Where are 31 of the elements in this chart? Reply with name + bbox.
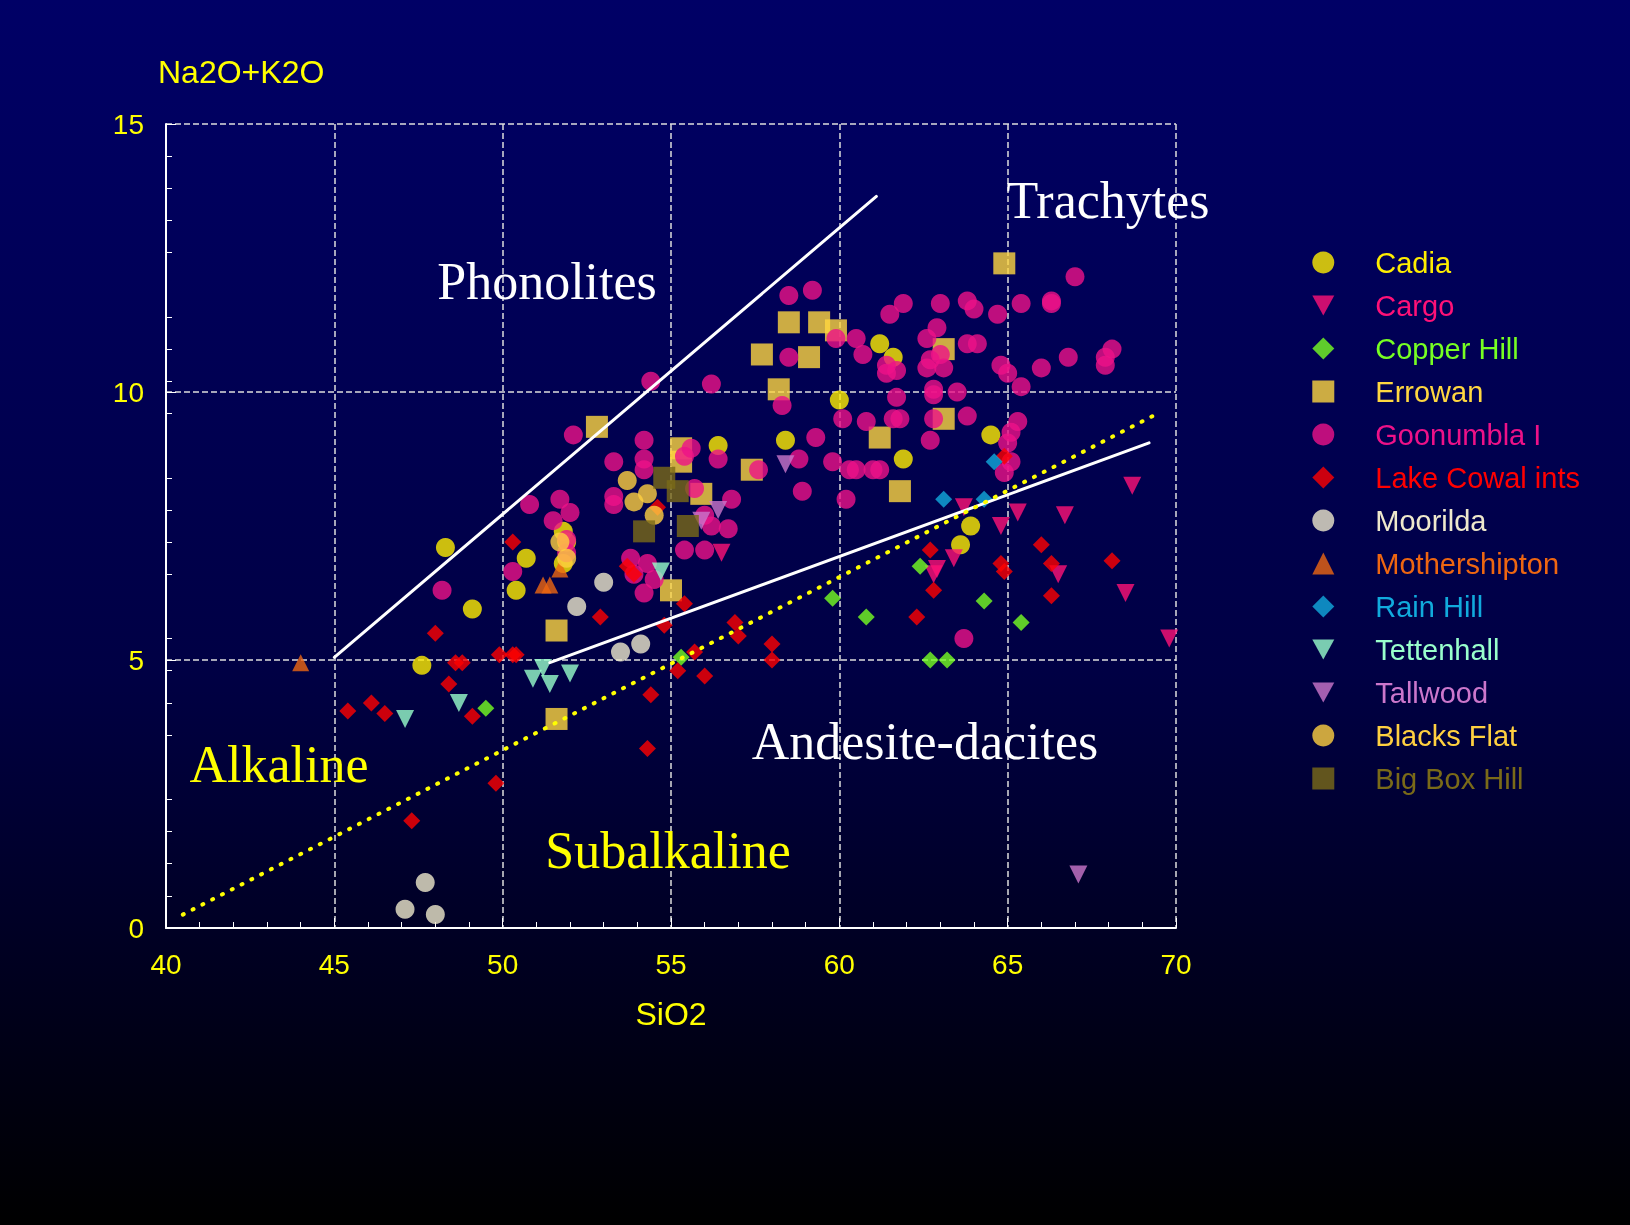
legend-label: Moorilda bbox=[1375, 504, 1488, 537]
y-axis-title: Na2O+K2O bbox=[158, 54, 325, 90]
annotation: Subalkaline bbox=[545, 821, 791, 879]
legend-label: Blacks Flat bbox=[1375, 719, 1518, 752]
legend-label: Rain Hill bbox=[1375, 590, 1484, 623]
annotation: Andesite-dacites bbox=[751, 712, 1099, 770]
y-tick-label: 15 bbox=[112, 108, 144, 140]
y-tick-label: 10 bbox=[112, 376, 144, 408]
legend-label: Cadia bbox=[1375, 246, 1452, 279]
y-tick-label: 0 bbox=[128, 912, 144, 944]
legend-label: Mothershipton bbox=[1375, 547, 1560, 580]
x-tick-label: 55 bbox=[655, 948, 687, 980]
x-axis-title: SiO2 bbox=[635, 996, 707, 1032]
x-tick-label: 60 bbox=[823, 948, 855, 980]
legend-label: Big Box Hill bbox=[1375, 762, 1524, 795]
x-tick-label: 50 bbox=[487, 948, 519, 980]
legend-label: Lake Cowal ints bbox=[1375, 461, 1581, 494]
legend-label: Errowan bbox=[1375, 375, 1484, 408]
annotation: Alkaline bbox=[189, 735, 369, 793]
legend-label: Copper Hill bbox=[1375, 332, 1519, 365]
x-tick-label: 45 bbox=[318, 948, 350, 980]
legend-label: Tettenhall bbox=[1375, 633, 1500, 666]
annotation: Trachytes bbox=[1006, 171, 1210, 229]
x-tick-label: 40 bbox=[150, 948, 182, 980]
legend-label: Tallwood bbox=[1375, 676, 1489, 709]
x-tick-label: 70 bbox=[1160, 948, 1192, 980]
legend-label: Goonumbla I bbox=[1375, 418, 1542, 451]
legend-label: Cargo bbox=[1375, 289, 1455, 322]
x-tick-label: 65 bbox=[992, 948, 1024, 980]
y-tick-label: 5 bbox=[128, 644, 144, 676]
annotation: Phonolites bbox=[437, 252, 657, 310]
